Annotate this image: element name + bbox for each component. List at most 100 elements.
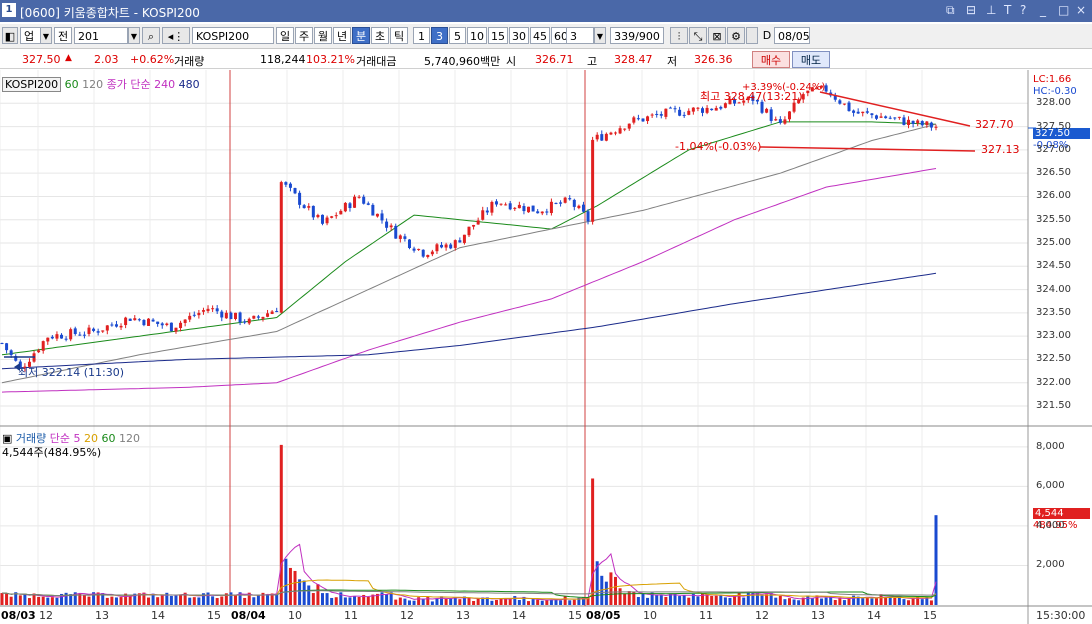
candle xyxy=(110,324,114,326)
volume-bar xyxy=(536,599,540,605)
link-icon[interactable]: ⊟ xyxy=(966,3,977,17)
ruler-icon[interactable]: ⊠ xyxy=(708,27,726,44)
candle xyxy=(563,197,567,203)
period-month[interactable]: 월 xyxy=(314,27,332,44)
interval-30[interactable]: 30 xyxy=(509,27,529,44)
volume-bar xyxy=(467,597,471,605)
volume-bar xyxy=(55,598,59,605)
candle xyxy=(183,319,187,323)
candle xyxy=(723,103,727,108)
candle xyxy=(266,313,270,317)
volume-bar xyxy=(0,593,4,605)
draw-tool-icon[interactable]: ⤡ xyxy=(689,27,707,44)
volume-bar xyxy=(902,599,906,605)
sell-button[interactable]: 매도 xyxy=(792,51,830,68)
help-icon[interactable]: ? xyxy=(1020,3,1027,17)
search-icon[interactable]: ⌕ xyxy=(142,27,160,44)
interval-15[interactable]: 15 xyxy=(488,27,508,44)
time-tick: 10 xyxy=(288,609,302,622)
candle xyxy=(247,318,251,324)
code-input[interactable]: 201 xyxy=(74,27,128,44)
volume-bar xyxy=(687,597,691,605)
volume-bar xyxy=(765,594,769,605)
code-dropdown-icon[interactable]: ▼ xyxy=(128,27,140,44)
volume-ma-lines xyxy=(1,543,937,601)
ma-line-240 xyxy=(1,168,937,393)
minimize-icon[interactable]: _ xyxy=(1040,3,1046,17)
candle xyxy=(211,308,215,310)
legend-ma-type: 종가 단순 xyxy=(106,78,151,91)
period-tick[interactable]: 틱 xyxy=(390,27,408,44)
volume-bar xyxy=(183,592,187,605)
pin-icon[interactable]: ⊥ xyxy=(986,3,997,17)
candle xyxy=(609,132,613,135)
name-field[interactable]: KOSPI200 xyxy=(192,27,274,44)
speaker-icon[interactable]: ◂⋮ xyxy=(162,27,190,44)
count-range[interactable]: 339/900 xyxy=(610,27,664,44)
candle xyxy=(554,202,558,204)
volume-bar xyxy=(897,597,901,605)
close-icon[interactable]: × xyxy=(1076,3,1087,17)
candle xyxy=(682,114,686,116)
chart-menu-icon[interactable]: ◧ xyxy=(2,27,18,44)
volume-bar xyxy=(96,592,100,605)
period-day[interactable]: 일 xyxy=(276,27,294,44)
volume-bar xyxy=(403,598,407,605)
candle xyxy=(440,244,444,248)
volume-bar xyxy=(499,598,503,605)
volume-bar xyxy=(755,592,759,605)
volume-bar xyxy=(142,592,146,605)
volume-bar xyxy=(577,597,581,605)
volume-bar xyxy=(137,593,141,605)
settings-icon[interactable]: ⚙ xyxy=(727,27,745,44)
candle xyxy=(728,98,732,105)
period-minute[interactable]: 분 xyxy=(352,27,370,44)
count-input[interactable]: 3 xyxy=(566,27,594,44)
market-dropdown-icon[interactable]: ▼ xyxy=(40,27,52,44)
time-tick: 10 xyxy=(643,609,657,622)
interval-45[interactable]: 45 xyxy=(530,27,550,44)
text-icon[interactable]: T xyxy=(1004,3,1012,17)
interval-5[interactable]: 5 xyxy=(449,27,466,44)
volume-bar xyxy=(829,596,833,605)
date-input[interactable]: 08/05 xyxy=(774,27,810,44)
date-checkbox[interactable] xyxy=(746,27,758,44)
volume-bar xyxy=(865,597,869,605)
candle xyxy=(701,108,704,113)
candle xyxy=(490,201,494,213)
volume-bar xyxy=(417,597,421,605)
current-price: 327.50 xyxy=(22,53,61,66)
period-second[interactable]: 초 xyxy=(371,27,389,44)
volume-bar xyxy=(151,593,155,605)
candle xyxy=(920,121,924,126)
interval-3[interactable]: 3 xyxy=(431,27,448,44)
time-tick: 15 xyxy=(207,609,221,622)
candle xyxy=(664,108,668,117)
volume-bar xyxy=(339,592,343,605)
volume-bar xyxy=(14,592,18,605)
restore-icon[interactable]: ⧉ xyxy=(946,3,955,17)
legend-name[interactable]: KOSPI200 xyxy=(2,77,62,92)
type-select[interactable]: 전 xyxy=(54,27,72,44)
candle xyxy=(568,198,572,200)
interval-10[interactable]: 10 xyxy=(467,27,487,44)
buy-button[interactable]: 매수 xyxy=(752,51,790,68)
candle xyxy=(893,117,897,119)
interval-1[interactable]: 1 xyxy=(413,27,430,44)
period-year[interactable]: 년 xyxy=(333,27,351,44)
candle xyxy=(668,107,672,109)
volume-bar xyxy=(133,593,137,605)
candle-type-icon[interactable]: ⫶ xyxy=(670,27,688,44)
trendlines[interactable] xyxy=(4,91,1036,371)
volume-bar xyxy=(929,600,933,605)
candle xyxy=(453,240,457,248)
candle xyxy=(719,106,723,109)
count-dropdown-icon[interactable]: ▼ xyxy=(594,27,606,44)
period-week[interactable]: 주 xyxy=(295,27,313,44)
chart-canvas[interactable] xyxy=(0,70,1092,624)
vol-legend-name[interactable]: 거래량 xyxy=(15,432,47,445)
volume-bar xyxy=(394,599,398,605)
volume-bar xyxy=(229,592,233,605)
maximize-icon[interactable]: □ xyxy=(1058,3,1070,17)
candle xyxy=(288,183,292,188)
